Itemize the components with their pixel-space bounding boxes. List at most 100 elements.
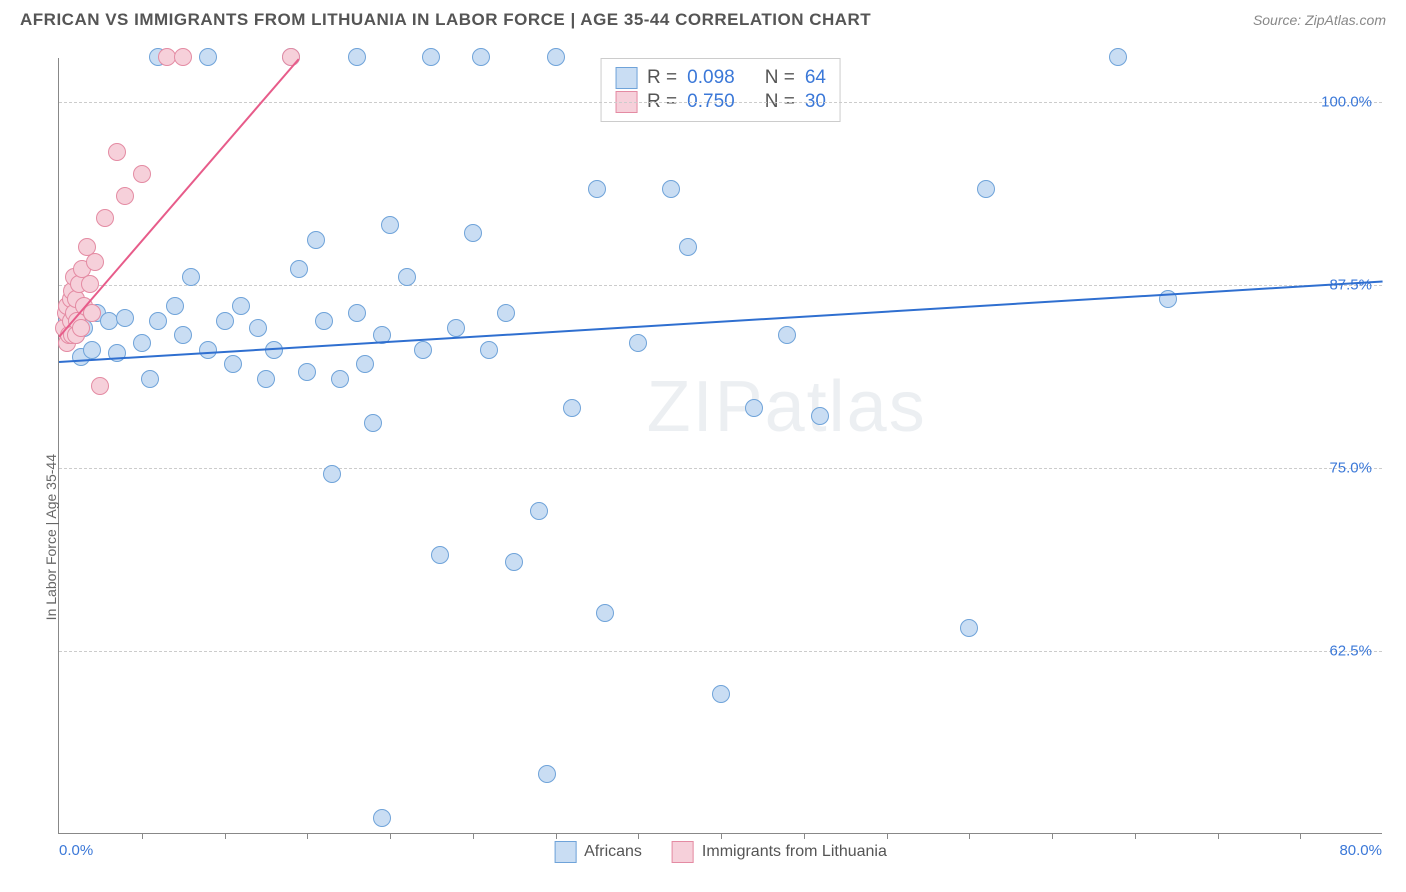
n-value: 64	[805, 67, 826, 89]
legend-swatch	[554, 841, 576, 863]
gridline	[59, 285, 1382, 286]
x-tick	[1052, 833, 1053, 839]
data-point	[199, 48, 217, 66]
data-point	[629, 334, 647, 352]
chart-container: In Labor Force | Age 35-44 ZIPatlas R = 0…	[14, 48, 1392, 878]
x-tick	[1300, 833, 1301, 839]
data-point	[497, 304, 515, 322]
data-point	[778, 326, 796, 344]
data-point	[679, 238, 697, 256]
trend-line	[58, 58, 299, 337]
data-point	[224, 355, 242, 373]
data-point	[472, 48, 490, 66]
data-point	[86, 253, 104, 271]
data-point	[596, 604, 614, 622]
data-point	[712, 685, 730, 703]
y-tick-label: 75.0%	[1329, 459, 1372, 476]
data-point	[662, 180, 680, 198]
x-tick	[638, 833, 639, 839]
gridline	[59, 651, 1382, 652]
r-value: 0.098	[687, 67, 735, 89]
data-point	[174, 326, 192, 344]
plot-area: In Labor Force | Age 35-44 ZIPatlas R =0…	[58, 58, 1382, 834]
x-tick	[307, 833, 308, 839]
data-point	[563, 399, 581, 417]
data-point	[348, 48, 366, 66]
x-tick	[1218, 833, 1219, 839]
data-point	[1109, 48, 1127, 66]
data-point	[538, 765, 556, 783]
data-point	[414, 341, 432, 359]
data-point	[960, 619, 978, 637]
data-point	[174, 48, 192, 66]
data-point	[199, 341, 217, 359]
x-tick	[390, 833, 391, 839]
data-point	[72, 319, 90, 337]
x-tick	[142, 833, 143, 839]
data-point	[116, 187, 134, 205]
data-point	[398, 268, 416, 286]
data-point	[166, 297, 184, 315]
data-point	[257, 370, 275, 388]
data-point	[530, 502, 548, 520]
legend-label: Immigrants from Lithuania	[702, 843, 887, 861]
x-axis-min-label: 0.0%	[59, 842, 93, 859]
data-point	[547, 48, 565, 66]
data-point	[331, 370, 349, 388]
legend-label: Africans	[584, 843, 642, 861]
data-point	[480, 341, 498, 359]
correlation-row: R = 0.098 N = 64	[615, 67, 826, 89]
gridline	[59, 468, 1382, 469]
data-point	[282, 48, 300, 66]
data-point	[182, 268, 200, 286]
data-point	[158, 48, 176, 66]
data-point	[588, 180, 606, 198]
data-point	[133, 165, 151, 183]
x-tick	[887, 833, 888, 839]
x-tick	[721, 833, 722, 839]
r-label: R =	[647, 67, 677, 89]
data-point	[108, 143, 126, 161]
n-label: N =	[765, 67, 795, 89]
data-point	[116, 309, 134, 327]
data-point	[315, 312, 333, 330]
x-tick	[1135, 833, 1136, 839]
data-point	[133, 334, 151, 352]
data-point	[298, 363, 316, 381]
legend-item: Africans	[554, 841, 642, 863]
correlation-legend: R =0.098N =64R =0.750N =30	[600, 58, 841, 122]
data-point	[323, 465, 341, 483]
data-point	[364, 414, 382, 432]
data-point	[373, 809, 391, 827]
data-point	[348, 304, 366, 322]
data-point	[356, 355, 374, 373]
legend-swatch	[672, 841, 694, 863]
source-attribution: Source: ZipAtlas.com	[1253, 12, 1386, 28]
y-axis-label: In Labor Force | Age 35-44	[43, 454, 59, 620]
chart-header: AFRICAN VS IMMIGRANTS FROM LITHUANIA IN …	[0, 0, 1406, 40]
legend-swatch	[615, 67, 637, 89]
data-point	[505, 553, 523, 571]
data-point	[249, 319, 267, 337]
x-tick	[473, 833, 474, 839]
data-point	[977, 180, 995, 198]
series-legend: Africans Immigrants from Lithuania	[554, 841, 887, 863]
data-point	[141, 370, 159, 388]
watermark: ZIPatlas	[647, 366, 927, 448]
x-tick	[969, 833, 970, 839]
chart-title: AFRICAN VS IMMIGRANTS FROM LITHUANIA IN …	[20, 10, 871, 30]
data-point	[422, 48, 440, 66]
data-point	[96, 209, 114, 227]
data-point	[290, 260, 308, 278]
data-point	[307, 231, 325, 249]
legend-item: Immigrants from Lithuania	[672, 841, 887, 863]
data-point	[431, 546, 449, 564]
data-point	[149, 312, 167, 330]
x-tick	[225, 833, 226, 839]
data-point	[745, 399, 763, 417]
data-point	[91, 377, 109, 395]
data-point	[464, 224, 482, 242]
data-point	[83, 341, 101, 359]
gridline	[59, 102, 1382, 103]
y-tick-label: 62.5%	[1329, 642, 1372, 659]
